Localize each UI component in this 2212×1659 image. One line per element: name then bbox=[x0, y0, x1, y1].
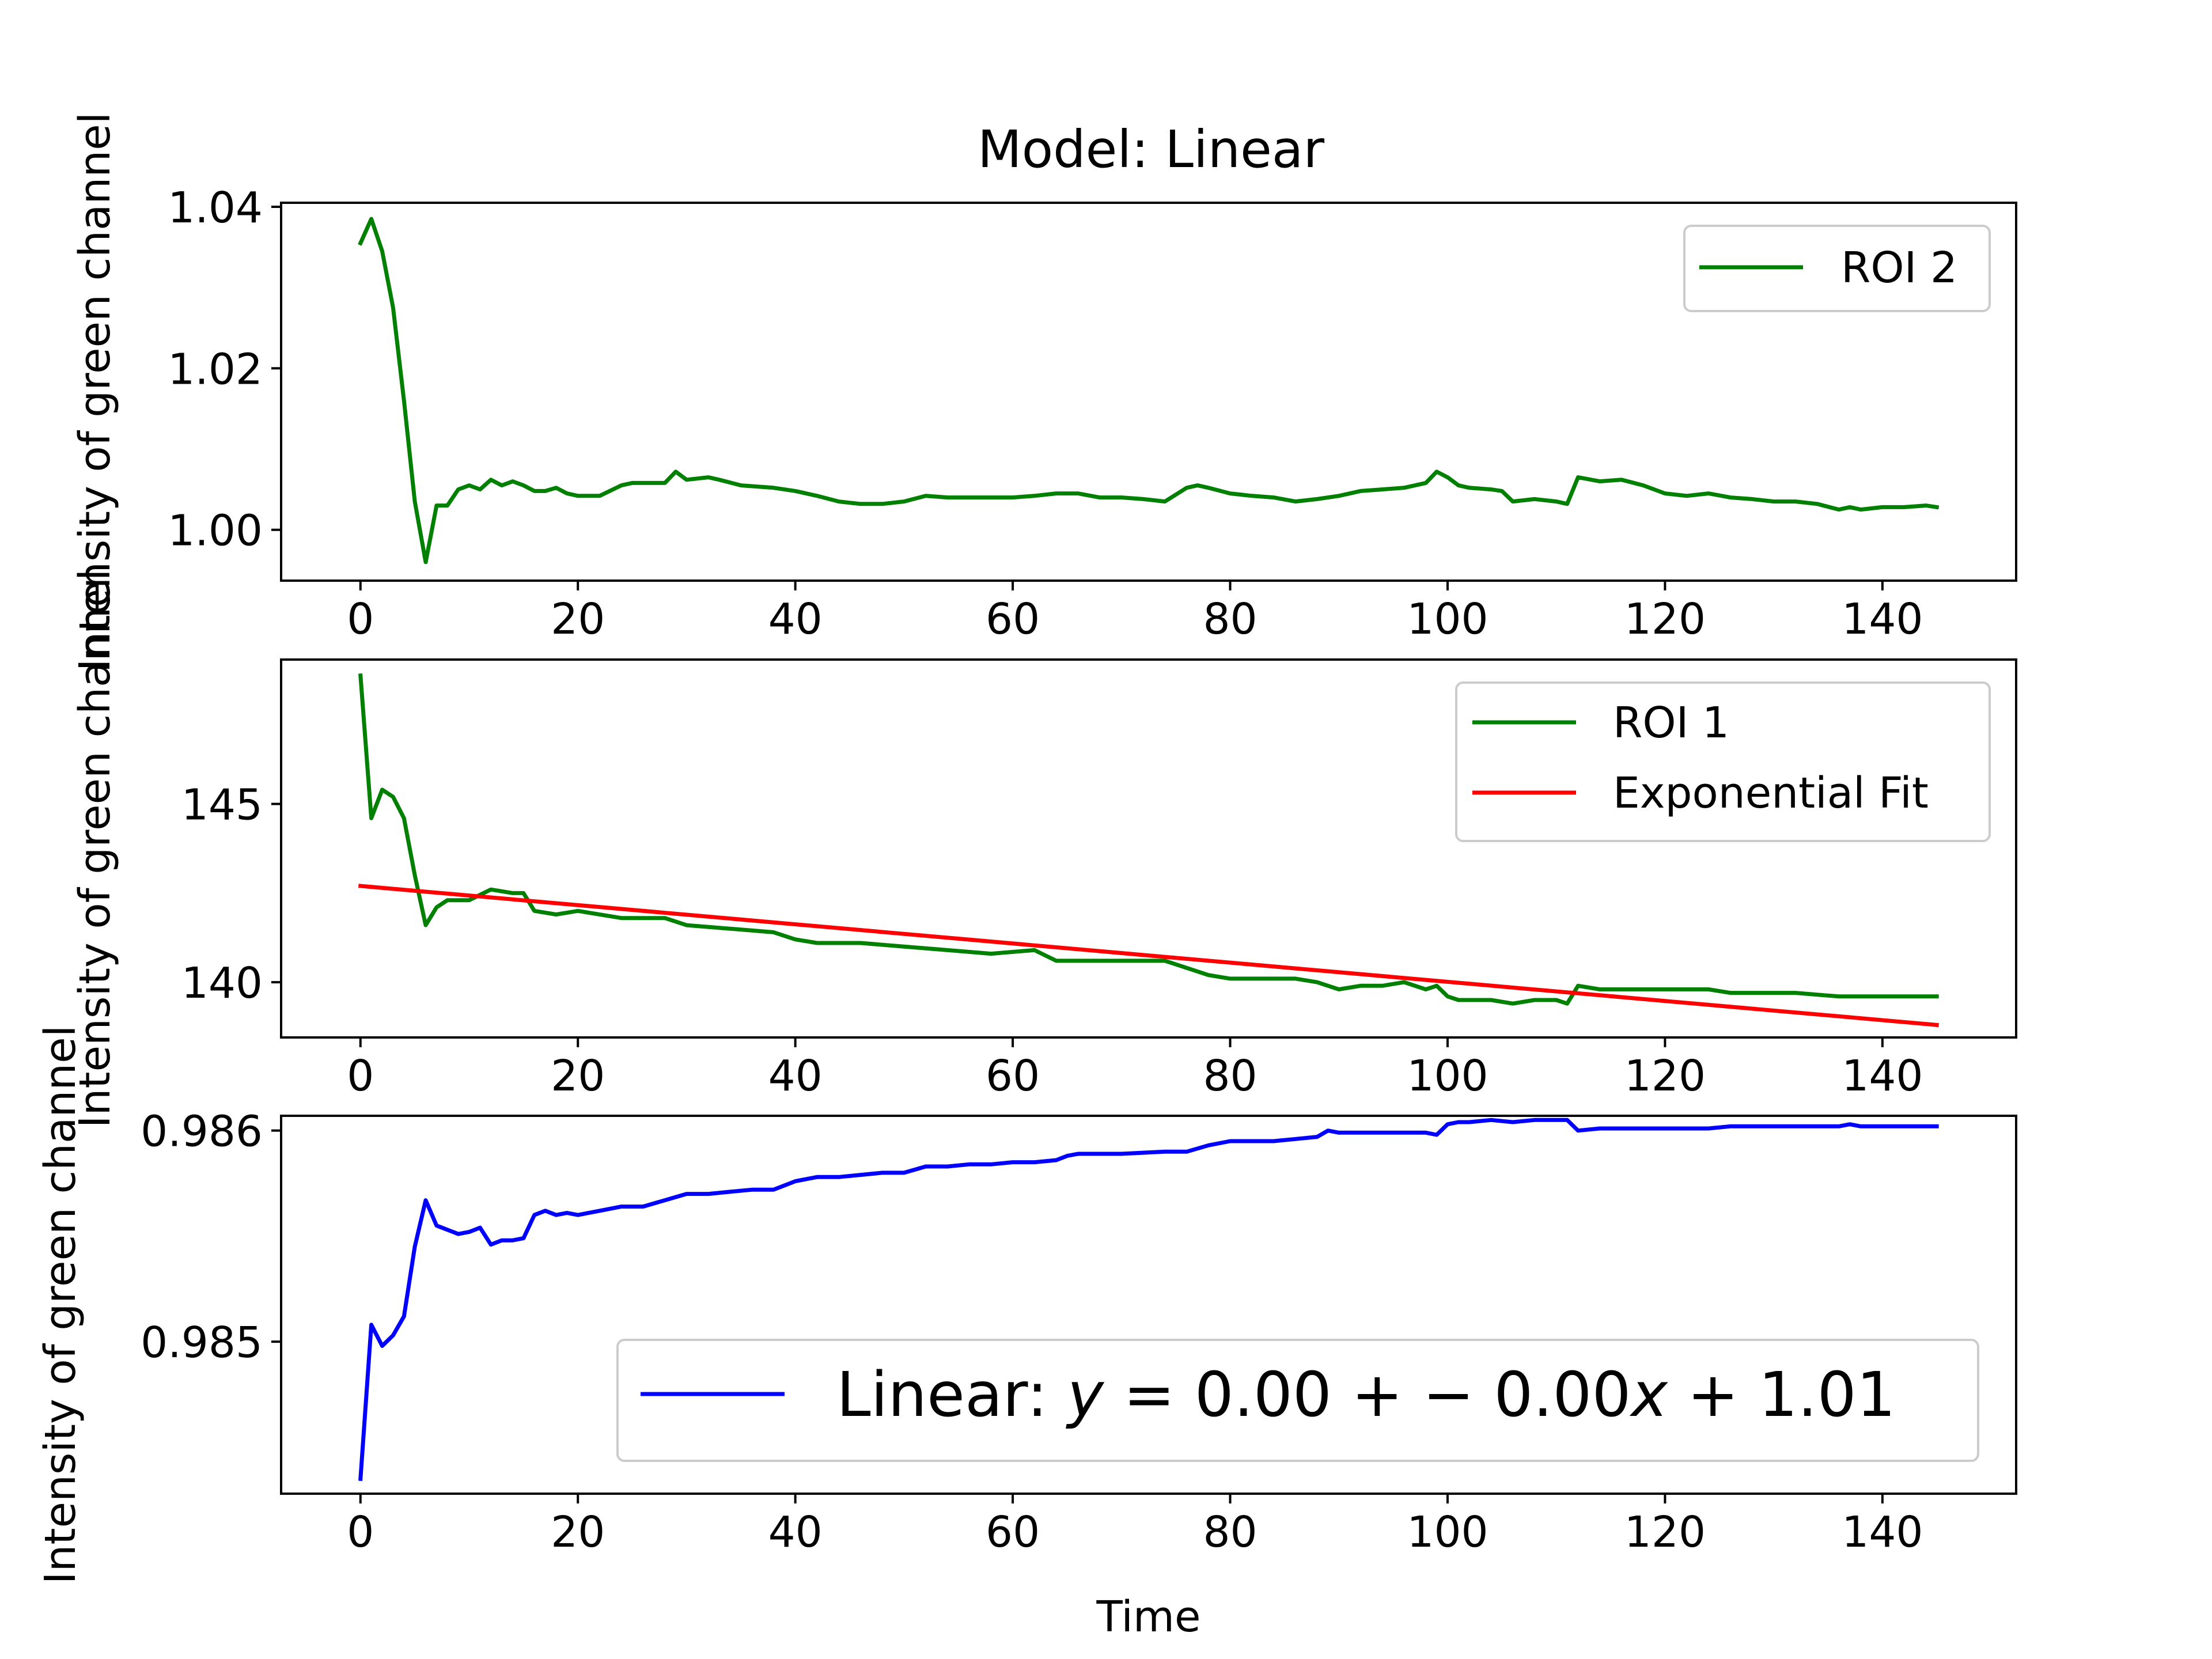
y-tick-label: 0.985 bbox=[141, 1318, 263, 1368]
chart-title: Model: Linear bbox=[978, 119, 1325, 179]
tick-marks: 0 20 40 60 80 100 120 140 140 145 bbox=[181, 781, 1923, 1101]
x-tick-label: 120 bbox=[1624, 1051, 1706, 1101]
axes-frame bbox=[280, 202, 2017, 582]
x-tick-label: 40 bbox=[768, 1508, 823, 1557]
legend-label-linear: Linear: y = 0.00 + − 0.00x + 1.01 bbox=[836, 1359, 1896, 1431]
x-tick-label: 20 bbox=[551, 594, 605, 644]
legend-label-equals: = 0.00 + − 0.00 bbox=[1104, 1359, 1631, 1431]
x-axis-label: Time bbox=[1096, 1592, 1200, 1642]
plot-area bbox=[358, 1118, 1939, 1482]
x-tick-label: 140 bbox=[1842, 1051, 1923, 1101]
y-tick-label: 1.02 bbox=[168, 344, 263, 394]
legend-frame bbox=[1455, 681, 1991, 842]
x-tick-label: 40 bbox=[768, 594, 823, 644]
x-tick-label: 80 bbox=[1203, 594, 1257, 644]
x-tick-label: 60 bbox=[986, 594, 1040, 644]
tick-marks: 0 20 40 60 80 100 120 140 1.00 1.02 1.04 bbox=[168, 183, 1923, 644]
x-tick-label: 0 bbox=[347, 594, 374, 644]
legend: Linear: y = 0.00 + − 0.00x + 1.01 bbox=[616, 1339, 1979, 1462]
x-tick-label: 60 bbox=[986, 1508, 1040, 1557]
x-tick-label: 120 bbox=[1624, 594, 1706, 644]
x-tick-label: 100 bbox=[1407, 594, 1488, 644]
x-tick-label: 80 bbox=[1203, 1508, 1257, 1557]
y-tick-label: 140 bbox=[181, 959, 263, 1008]
legend-frame bbox=[1683, 225, 1991, 312]
axes-frame bbox=[280, 658, 2017, 1039]
y-axis-label: Intensity of green channel bbox=[36, 1025, 85, 1585]
legend-label-suffix: + 1.01 bbox=[1668, 1359, 1896, 1431]
x-tick-label: 80 bbox=[1203, 1051, 1257, 1101]
legend-label-exponential-fit: Exponential Fit bbox=[1613, 768, 1929, 818]
y-axis-label: Intensity of green channel bbox=[70, 569, 120, 1128]
x-tick-label: 140 bbox=[1842, 594, 1923, 644]
x-tick-label: 100 bbox=[1407, 1508, 1488, 1557]
legend-label-y: y bbox=[1066, 1359, 1105, 1431]
subplot-roi-2: 0 20 40 60 80 100 120 140 1.00 1.02 1.04 Intensity… bbox=[70, 112, 2017, 672]
y-tick-label: 0.986 bbox=[141, 1107, 263, 1157]
series-line-linear-y-0-00-0-00x-1-01 bbox=[358, 1118, 1939, 1482]
x-tick-label: 0 bbox=[347, 1051, 374, 1101]
legend: ROI 2 bbox=[1683, 225, 1991, 312]
x-tick-label: 140 bbox=[1842, 1508, 1923, 1557]
subplot-roi-1: 0 20 40 60 80 100 120 140 140 145 Intensity of gr… bbox=[70, 569, 2017, 1128]
x-tick-label: 20 bbox=[551, 1051, 605, 1101]
x-tick-label: 60 bbox=[986, 1051, 1040, 1101]
x-tick-label: 0 bbox=[347, 1508, 374, 1557]
tick-marks: 0 20 40 60 80 100 120 140 0.985 0.986 bbox=[141, 1107, 1923, 1557]
axes-frame bbox=[280, 1115, 2017, 1495]
legend-label-x: x bbox=[1630, 1359, 1669, 1431]
x-tick-label: 20 bbox=[551, 1508, 605, 1557]
legend: ROI 1 Exponential Fit bbox=[1455, 681, 1991, 842]
plot-area bbox=[358, 217, 1940, 565]
y-tick-label: 145 bbox=[181, 781, 263, 830]
legend-label-roi-1: ROI 1 bbox=[1613, 698, 1729, 748]
series-line-roi-1 bbox=[358, 673, 1939, 1006]
x-tick-label: 100 bbox=[1407, 1051, 1488, 1101]
legend-label-prefix: Linear: bbox=[836, 1359, 1067, 1431]
y-tick-label: 1.04 bbox=[168, 183, 263, 233]
series-line-roi-2 bbox=[358, 217, 1940, 565]
plot-area bbox=[358, 673, 1939, 1028]
y-tick-label: 1.00 bbox=[168, 506, 263, 556]
legend-label-roi-2: ROI 2 bbox=[1841, 243, 1957, 293]
series-line-exponential-fit bbox=[358, 884, 1939, 1028]
legend-frame bbox=[616, 1339, 1979, 1462]
x-tick-label: 40 bbox=[768, 1051, 823, 1101]
x-tick-label: 120 bbox=[1624, 1508, 1706, 1557]
subplot-linear: 0 20 40 60 80 100 120 140 0.985 0.986 Intensity o… bbox=[36, 1025, 2017, 1642]
y-axis-label: Intensity of green channel bbox=[70, 112, 120, 672]
